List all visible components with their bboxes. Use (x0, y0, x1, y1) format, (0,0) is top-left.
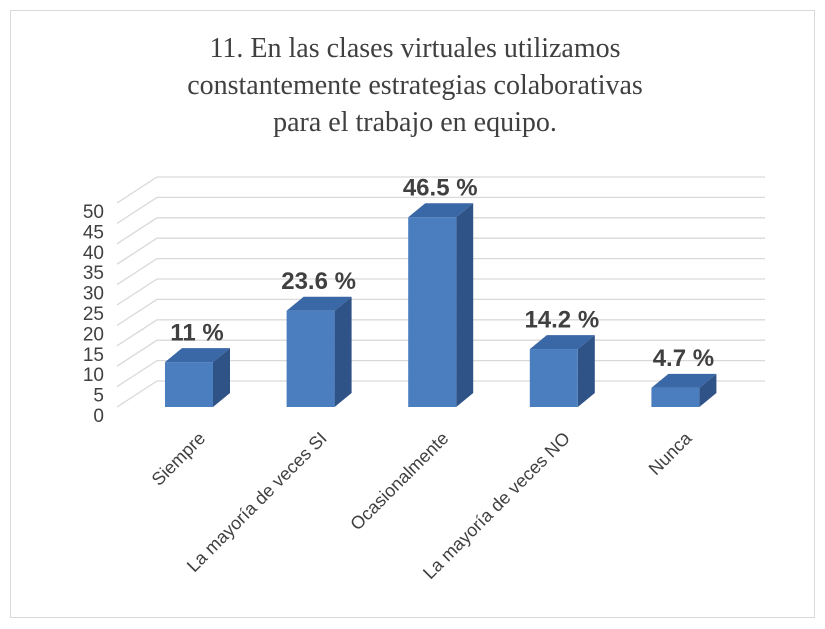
y-tick-label: 10 (83, 365, 104, 386)
bar (408, 217, 457, 407)
bar-top (286, 296, 352, 311)
grid-line (116, 319, 765, 347)
grid-line (116, 257, 765, 286)
y-tick-label: 25 (83, 304, 104, 325)
y-tick-label: 0 (93, 406, 104, 427)
grid-line (116, 217, 765, 245)
grid-line (116, 298, 765, 326)
grid-line (116, 237, 765, 265)
bar-top (529, 335, 595, 350)
grid-line (116, 176, 765, 204)
bar (165, 362, 213, 407)
bar-side (334, 296, 352, 407)
bar (651, 387, 700, 407)
data-label: 23.6 % (281, 268, 356, 295)
y-tick-label: 35 (83, 263, 104, 284)
y-tick-label: 5 (93, 386, 104, 407)
bar-side (577, 335, 595, 407)
y-tick-label: 50 (83, 202, 104, 223)
y-tick-label: 30 (83, 284, 104, 305)
grid-line (116, 278, 765, 306)
y-tick-label: 15 (83, 345, 104, 366)
bar-top (165, 348, 230, 363)
y-tick-label: 45 (83, 222, 104, 243)
bar-side (213, 348, 230, 407)
bar (529, 349, 578, 407)
bar-top (408, 203, 474, 218)
data-label: 46.5 % (403, 175, 478, 202)
data-label: 14.2 % (524, 306, 599, 333)
bar (286, 310, 335, 407)
data-label: 11 % (170, 319, 223, 346)
grid-line (116, 196, 765, 224)
chart-title: 11. En las clases virtuales utilizamos c… (187, 33, 643, 138)
bar-side (699, 373, 717, 407)
data-label: 4.7 % (653, 345, 714, 372)
bar-top (651, 373, 717, 388)
bar-side (456, 203, 474, 407)
y-tick-label: 40 (83, 243, 104, 264)
y-tick-label: 20 (83, 324, 104, 345)
